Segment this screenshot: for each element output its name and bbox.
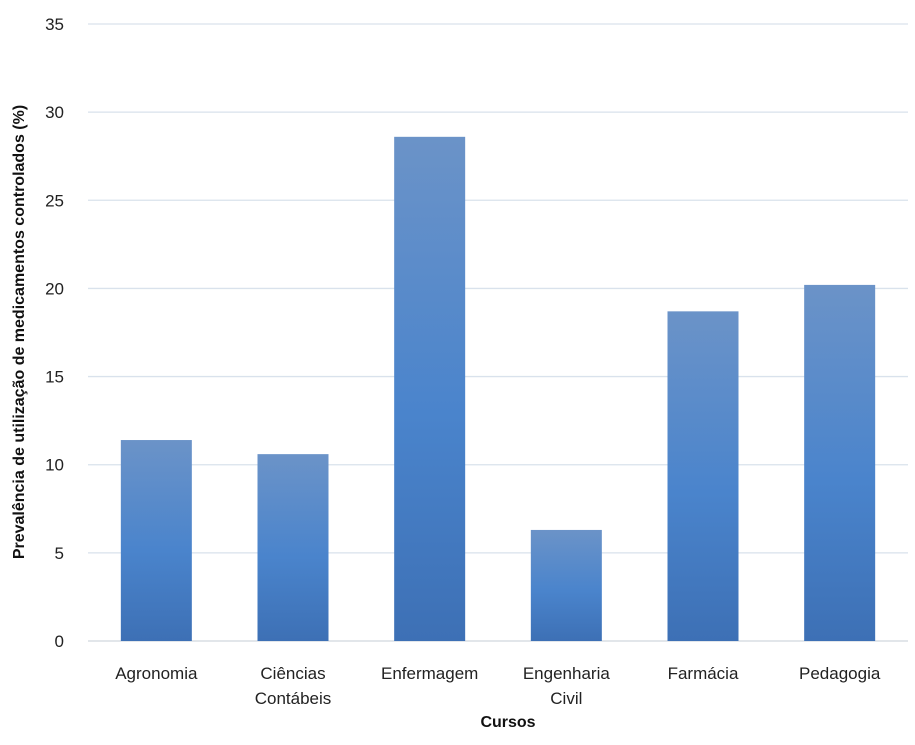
x-tick-label-line: Agronomia (115, 664, 198, 683)
bar (530, 529, 602, 641)
x-tick-label-line: Ciências (260, 664, 325, 683)
y-axis-title: Prevalência de utilização de medicamento… (11, 105, 28, 559)
bar (667, 311, 739, 641)
x-tick-label-line: Enfermagem (381, 664, 478, 683)
x-tick-label-line: Engenharia (523, 664, 611, 683)
x-tick-label-line: Farmácia (668, 664, 739, 683)
y-tick-label: 10 (45, 456, 64, 475)
bar (394, 136, 466, 641)
bar (257, 454, 329, 641)
bar (804, 284, 876, 641)
x-tick-label-line: Pedagogia (799, 664, 881, 683)
x-tick-label-line: Contábeis (255, 689, 332, 708)
y-tick-label: 0 (55, 632, 64, 651)
bar (120, 440, 192, 641)
x-tick-label: Engenharia Civil (523, 664, 611, 708)
x-tick-label-line: Civil (550, 689, 582, 708)
bars (120, 136, 876, 641)
y-tick-label: 15 (45, 368, 64, 387)
y-tick-label: 35 (45, 15, 64, 34)
x-axis-ticks: Agronomia Ciências Contábeis Enfermagem Enge… (115, 664, 881, 708)
x-tick-label: Farmácia (668, 664, 739, 683)
y-axis-ticks: 0 5 10 15 20 25 30 35 (45, 15, 64, 651)
x-tick-label: Ciências Contábeis (255, 664, 332, 708)
y-tick-label: 20 (45, 279, 64, 298)
x-tick-label: Enfermagem (381, 664, 478, 683)
y-tick-label: 30 (45, 103, 64, 122)
x-tick-label: Agronomia (115, 664, 198, 683)
y-tick-label: 5 (55, 544, 64, 563)
x-tick-label: Pedagogia (799, 664, 881, 683)
gridlines (88, 23, 908, 642)
y-tick-label: 25 (45, 191, 64, 210)
x-axis-title: Cursos (480, 714, 535, 731)
